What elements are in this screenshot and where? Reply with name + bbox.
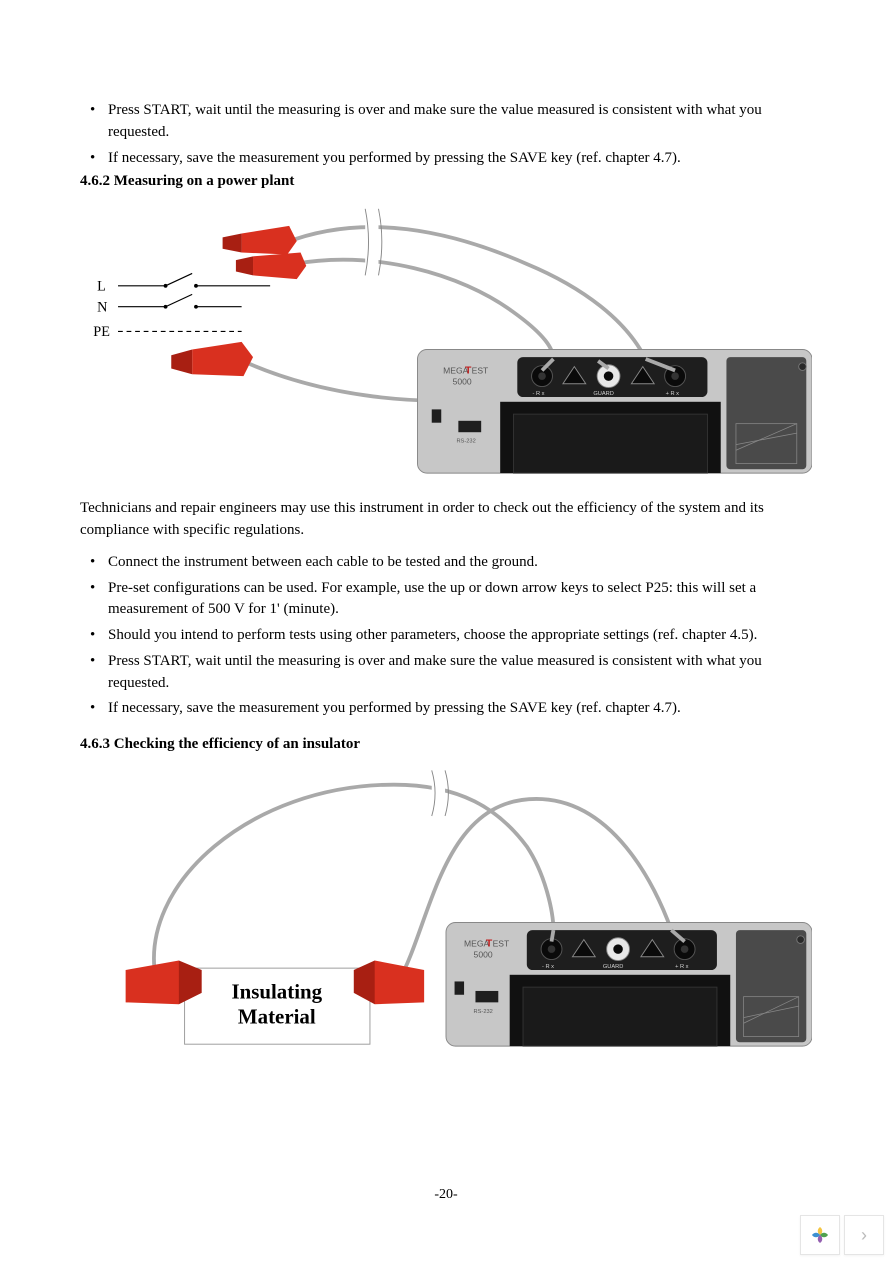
device-462: MEGA T EST 5000 RS-232 - R x [417, 350, 812, 474]
svg-text:- R x: - R x [533, 391, 545, 397]
corner-next-button[interactable]: › [844, 1215, 884, 1255]
cable-mid [294, 260, 554, 359]
page-content: Press START, wait until the measuring is… [80, 100, 812, 1063]
label-L: L [97, 279, 106, 295]
figure-463-svg: Insulating Material [80, 763, 812, 1063]
section-462-heading: 4.6.2 Measuring on a power plant [80, 173, 812, 190]
bullet-item: Pre-set configurations can be used. For … [80, 578, 812, 622]
label-N: N [97, 300, 107, 316]
bullet-item: Should you intend to perform tests using… [80, 625, 812, 647]
box-label-2: Material [238, 1004, 316, 1028]
figure-462: L N PE [80, 200, 812, 480]
svg-text:GUARD: GUARD [593, 391, 614, 397]
svg-text:- R x: - R x [542, 964, 554, 970]
bullet-item: If necessary, save the measurement you p… [80, 148, 812, 170]
rs232-label-b: RS-232 [474, 1009, 493, 1015]
bullet-item: Press START, wait until the measuring is… [80, 100, 812, 144]
clip-right [354, 961, 424, 1005]
bullet-item: If necessary, save the measurement you p… [80, 698, 812, 720]
top-bullet-list: Press START, wait until the measuring is… [80, 100, 812, 169]
box-label-1: Insulating [231, 980, 322, 1004]
flower-icon [808, 1223, 832, 1247]
cable-top [284, 227, 645, 359]
clip-left [126, 961, 202, 1005]
bullet-item: Connect the instrument between each cabl… [80, 552, 812, 574]
svg-text:GUARD: GUARD [603, 964, 624, 970]
label-PE: PE [93, 324, 110, 340]
rs232-label: RS-232 [456, 439, 475, 445]
device-brand-2b: EST [493, 938, 510, 948]
page-number: -20- [0, 1187, 892, 1203]
section-463-heading: 4.6.3 Checking the efficiency of an insu… [80, 736, 812, 753]
figure-463: Insulating Material [80, 763, 812, 1063]
corner-logo[interactable] [800, 1215, 840, 1255]
corner-widget: › [800, 1215, 884, 1255]
device-463: MEGA T EST 5000 RS-232 - R x GUARD [446, 923, 812, 1047]
clip-top [223, 226, 297, 255]
svg-text:+ R x: + R x [675, 964, 689, 970]
svg-text:+ R x: + R x [666, 391, 680, 397]
clip-mid [236, 253, 306, 280]
device-model: 5000 [453, 377, 472, 387]
device-brand-2: EST [472, 366, 489, 376]
mid-paragraph: Technicians and repair engineers may use… [80, 498, 812, 542]
device-model-b: 5000 [474, 950, 493, 960]
figure-462-svg: L N PE [80, 200, 812, 480]
mid-bullet-list: Connect the instrument between each cabl… [80, 552, 812, 720]
bullet-item: Press START, wait until the measuring is… [80, 651, 812, 695]
chevron-right-icon: › [861, 1225, 867, 1246]
clip-pe [171, 342, 253, 376]
